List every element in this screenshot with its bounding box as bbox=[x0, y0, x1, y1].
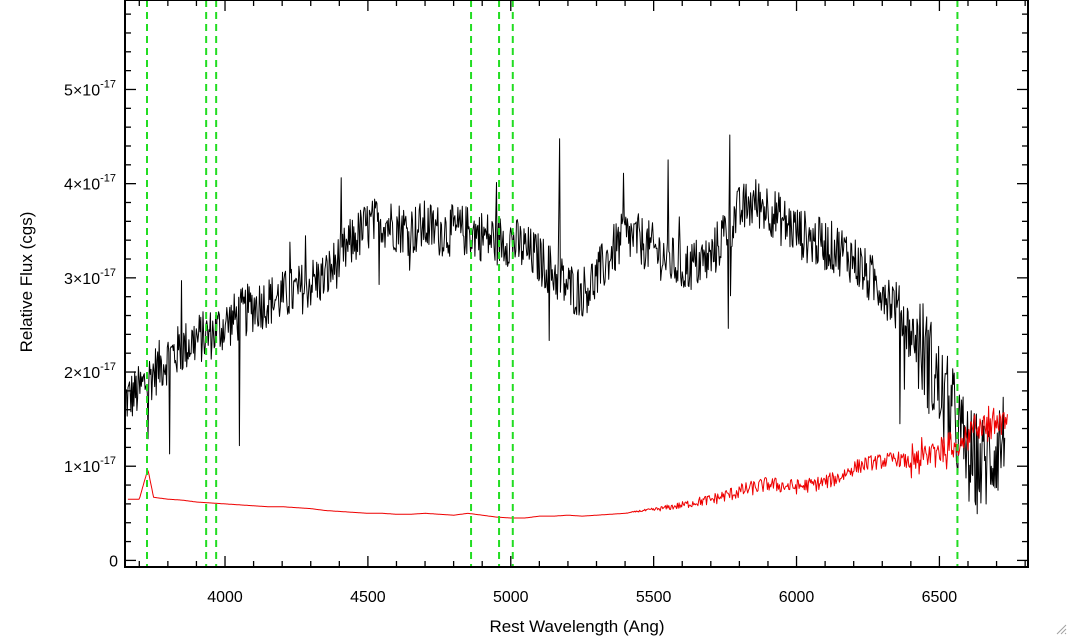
y-tick-label: 2×10-17 bbox=[64, 361, 116, 382]
resize-grip-icon[interactable] bbox=[1055, 623, 1067, 635]
x-tick-label: 5500 bbox=[636, 589, 672, 606]
x-tick-label: 5000 bbox=[493, 589, 529, 606]
y-tick-label: 1×10-17 bbox=[64, 455, 116, 476]
x-tick-label: 6500 bbox=[922, 589, 958, 606]
y-axis-label: Relative Flux (cgs) bbox=[17, 212, 36, 353]
y-tick-label: 5×10-17 bbox=[64, 78, 116, 99]
y-tick-label: 3×10-17 bbox=[64, 267, 116, 288]
plot-frame bbox=[124, 0, 1029, 568]
x-tick-label: 4500 bbox=[350, 589, 386, 606]
x-axis-label: Rest Wavelength (Ang) bbox=[489, 617, 664, 636]
x-tick-label: 6000 bbox=[779, 589, 815, 606]
x-tick-label: 4000 bbox=[207, 589, 243, 606]
series-2-line bbox=[127, 405, 1008, 519]
plot-area bbox=[125, 0, 1008, 567]
y-tick-label: 0 bbox=[109, 553, 118, 570]
series-1-line bbox=[125, 134, 1006, 515]
axes: 4000 4500 5000 5500 6000 6500 0 1×10-17 2×10-17 3… bbox=[64, 0, 1029, 606]
y-tick-label: 4×10-17 bbox=[64, 173, 116, 194]
